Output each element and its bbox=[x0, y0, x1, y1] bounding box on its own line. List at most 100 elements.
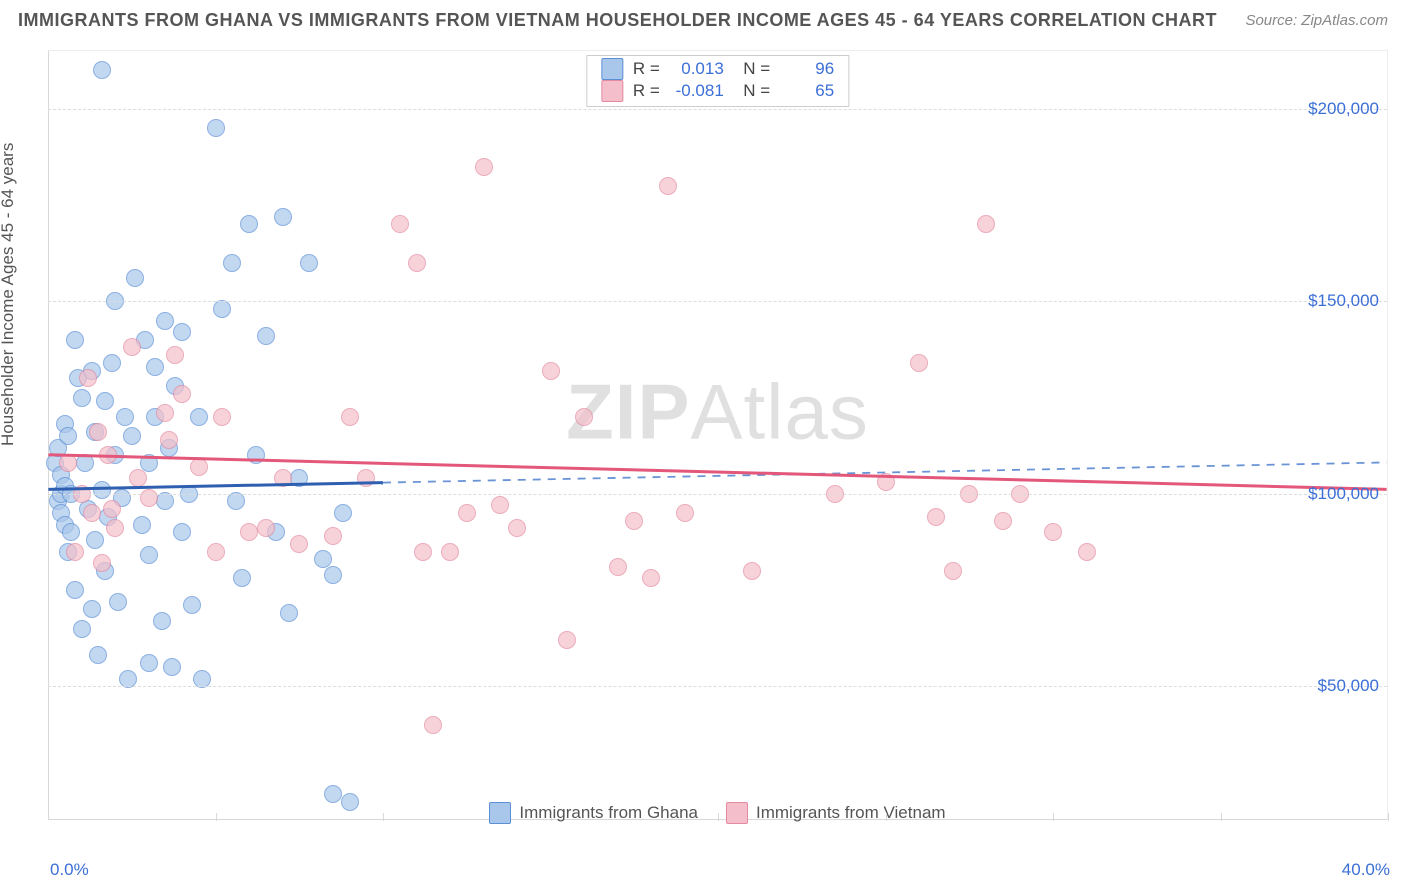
data-point bbox=[609, 558, 627, 576]
data-point bbox=[341, 408, 359, 426]
data-point bbox=[193, 670, 211, 688]
legend-bottom-item: Immigrants from Ghana bbox=[489, 802, 698, 824]
legend-n-value: 65 bbox=[780, 81, 834, 101]
data-point bbox=[103, 354, 121, 372]
y-tick-label: $100,000 bbox=[1308, 484, 1379, 504]
data-point bbox=[116, 408, 134, 426]
legend-n-label: N = bbox=[734, 81, 770, 101]
y-tick-label: $150,000 bbox=[1308, 291, 1379, 311]
data-point bbox=[414, 543, 432, 561]
data-point bbox=[99, 446, 117, 464]
data-point bbox=[280, 604, 298, 622]
data-point bbox=[257, 519, 275, 537]
data-point bbox=[83, 600, 101, 618]
legend-r-value: 0.013 bbox=[670, 59, 724, 79]
data-point bbox=[126, 269, 144, 287]
data-point bbox=[109, 593, 127, 611]
data-point bbox=[508, 519, 526, 537]
data-point bbox=[207, 119, 225, 137]
legend-n-value: 96 bbox=[780, 59, 834, 79]
gridline-h bbox=[48, 301, 1387, 302]
data-point bbox=[103, 500, 121, 518]
data-point bbox=[274, 469, 292, 487]
data-point bbox=[66, 331, 84, 349]
data-point bbox=[357, 469, 375, 487]
gridline-h bbox=[48, 686, 1387, 687]
data-point bbox=[140, 654, 158, 672]
data-point bbox=[659, 177, 677, 195]
data-point bbox=[153, 612, 171, 630]
data-point bbox=[163, 658, 181, 676]
legend-r-label: R = bbox=[633, 59, 660, 79]
watermark-b: Atlas bbox=[690, 368, 868, 456]
data-point bbox=[160, 431, 178, 449]
data-point bbox=[93, 554, 111, 572]
data-point bbox=[173, 323, 191, 341]
data-point bbox=[96, 392, 114, 410]
data-point bbox=[625, 512, 643, 530]
data-point bbox=[247, 446, 265, 464]
data-point bbox=[140, 546, 158, 564]
data-point bbox=[93, 61, 111, 79]
data-point bbox=[994, 512, 1012, 530]
data-point bbox=[558, 631, 576, 649]
data-point bbox=[76, 454, 94, 472]
data-point bbox=[89, 646, 107, 664]
data-point bbox=[146, 358, 164, 376]
data-point bbox=[213, 408, 231, 426]
data-point bbox=[183, 596, 201, 614]
data-point bbox=[441, 543, 459, 561]
legend-bottom-item: Immigrants from Vietnam bbox=[726, 802, 946, 824]
chart-plot-area: ZIPAtlas R = 0.013 N = 96 R = -0.081 N =… bbox=[48, 50, 1388, 820]
x-tick bbox=[718, 813, 719, 821]
data-point bbox=[156, 492, 174, 510]
data-point bbox=[575, 408, 593, 426]
x-tick bbox=[1053, 813, 1054, 821]
data-point bbox=[123, 338, 141, 356]
data-point bbox=[676, 504, 694, 522]
page-title: IMMIGRANTS FROM GHANA VS IMMIGRANTS FROM… bbox=[18, 10, 1217, 31]
x-axis-max-label: 40.0% bbox=[1342, 860, 1390, 880]
data-point bbox=[910, 354, 928, 372]
data-point bbox=[173, 385, 191, 403]
data-point bbox=[66, 543, 84, 561]
data-point bbox=[223, 254, 241, 272]
data-point bbox=[79, 369, 97, 387]
data-point bbox=[106, 519, 124, 537]
data-point bbox=[475, 158, 493, 176]
y-tick-label: $50,000 bbox=[1318, 676, 1379, 696]
data-point bbox=[129, 469, 147, 487]
data-point bbox=[408, 254, 426, 272]
data-point bbox=[1078, 543, 1096, 561]
watermark: ZIPAtlas bbox=[566, 367, 869, 458]
x-tick bbox=[1388, 813, 1389, 821]
data-point bbox=[119, 670, 137, 688]
y-axis-label: Householder Income Ages 45 - 64 years bbox=[0, 143, 18, 446]
data-point bbox=[173, 523, 191, 541]
x-tick bbox=[1221, 813, 1222, 821]
data-point bbox=[89, 423, 107, 441]
data-point bbox=[59, 427, 77, 445]
legend-stats: R = 0.013 N = 96 R = -0.081 N = 65 bbox=[586, 55, 849, 107]
data-point bbox=[66, 581, 84, 599]
y-axis bbox=[48, 51, 49, 820]
data-point bbox=[542, 362, 560, 380]
legend-swatch-ghana bbox=[601, 58, 623, 80]
data-point bbox=[190, 458, 208, 476]
data-point bbox=[1044, 523, 1062, 541]
data-point bbox=[240, 523, 258, 541]
data-point bbox=[257, 327, 275, 345]
data-point bbox=[944, 562, 962, 580]
data-point bbox=[424, 716, 442, 734]
legend-swatch-ghana bbox=[489, 802, 511, 824]
data-point bbox=[877, 473, 895, 491]
legend-r-value: -0.081 bbox=[670, 81, 724, 101]
data-point bbox=[156, 312, 174, 330]
legend-stats-row: R = -0.081 N = 65 bbox=[601, 80, 834, 102]
x-tick bbox=[551, 813, 552, 821]
data-point bbox=[62, 523, 80, 541]
data-point bbox=[93, 481, 111, 499]
data-point bbox=[207, 543, 225, 561]
data-point bbox=[300, 254, 318, 272]
data-point bbox=[290, 469, 308, 487]
